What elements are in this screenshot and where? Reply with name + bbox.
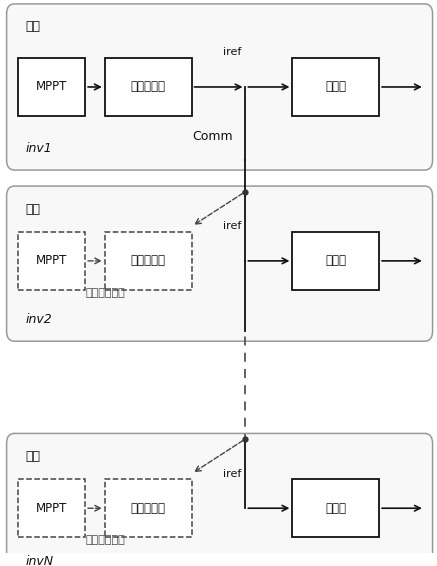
Text: invN: invN bbox=[25, 555, 53, 566]
Text: 从机: 从机 bbox=[25, 450, 40, 463]
Text: MPPT: MPPT bbox=[36, 501, 67, 514]
Bar bbox=[292, 479, 379, 537]
Text: iref: iref bbox=[223, 46, 241, 57]
Text: 从机: 从机 bbox=[25, 203, 40, 216]
Bar bbox=[17, 232, 85, 290]
Bar bbox=[105, 58, 191, 116]
Text: 直流电压环: 直流电压环 bbox=[131, 80, 166, 93]
Bar bbox=[17, 479, 85, 537]
Bar bbox=[292, 58, 379, 116]
Text: MPPT: MPPT bbox=[36, 80, 67, 93]
Text: 电流环: 电流环 bbox=[325, 501, 346, 514]
Bar bbox=[105, 232, 191, 290]
Text: Comm: Comm bbox=[192, 130, 233, 143]
Text: inv1: inv1 bbox=[25, 142, 52, 155]
Text: inv2: inv2 bbox=[25, 313, 52, 326]
Bar bbox=[105, 479, 191, 537]
FancyBboxPatch shape bbox=[7, 434, 433, 566]
Text: 直流电压环: 直流电压环 bbox=[131, 501, 166, 514]
Text: 主机: 主机 bbox=[25, 20, 40, 33]
Text: 直流电压环: 直流电压环 bbox=[131, 254, 166, 267]
Text: MPPT: MPPT bbox=[36, 254, 67, 267]
Text: 主机备份数据: 主机备份数据 bbox=[86, 535, 125, 545]
FancyBboxPatch shape bbox=[7, 4, 433, 170]
Bar bbox=[17, 58, 85, 116]
Text: 主机备份数据: 主机备份数据 bbox=[86, 288, 125, 298]
Text: 电流环: 电流环 bbox=[325, 80, 346, 93]
Text: 电流环: 电流环 bbox=[325, 254, 346, 267]
Text: iref: iref bbox=[223, 221, 241, 230]
Bar bbox=[292, 232, 379, 290]
Text: iref: iref bbox=[223, 469, 241, 479]
FancyBboxPatch shape bbox=[7, 186, 433, 341]
